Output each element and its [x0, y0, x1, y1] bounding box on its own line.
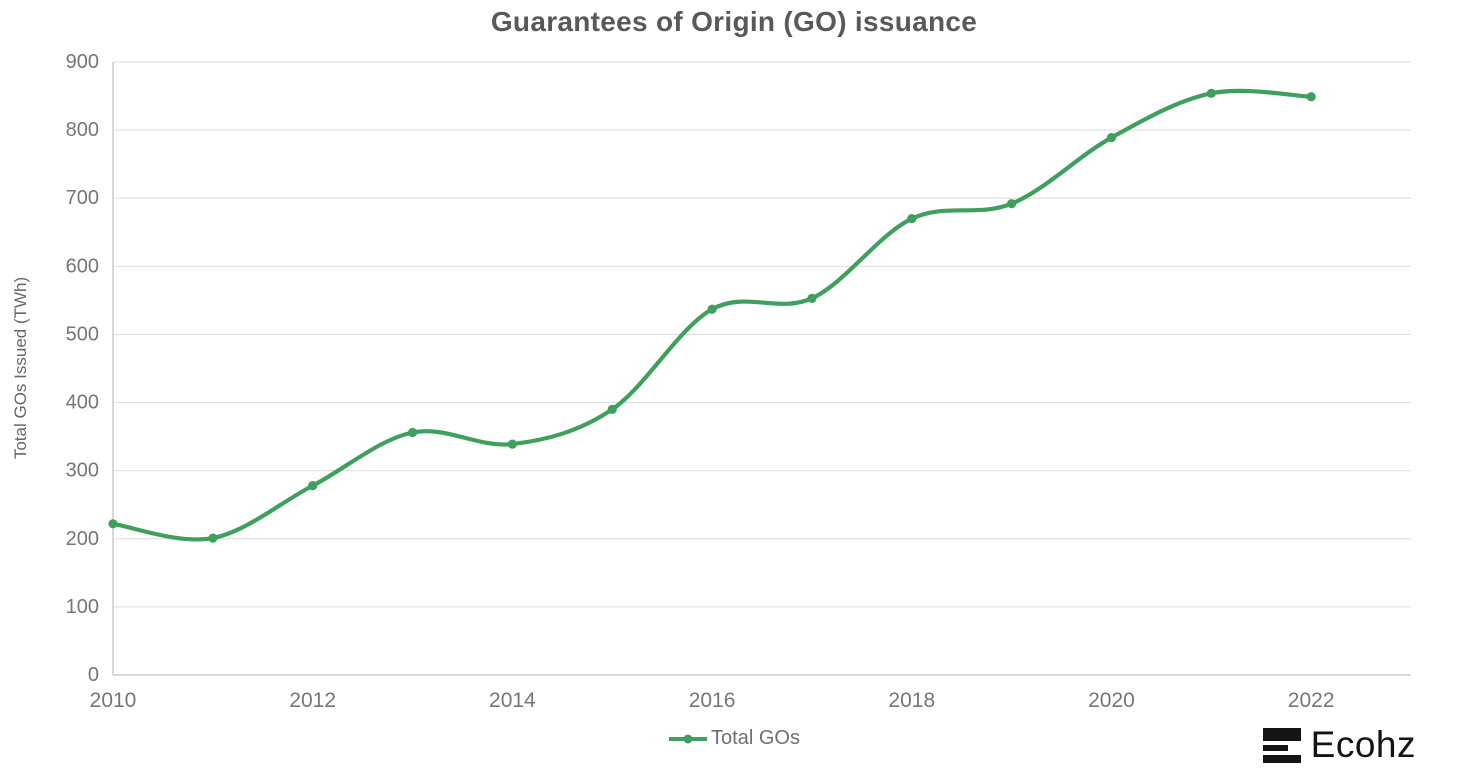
- series-line-total-gos: [110, 88, 1314, 542]
- y-tick-label-600: 600: [66, 255, 99, 277]
- data-point-2017[interactable]: [807, 293, 817, 303]
- logo-bar-middle: [1262, 744, 1289, 751]
- data-point-2012[interactable]: [308, 481, 318, 491]
- data-point-2013[interactable]: [407, 427, 418, 438]
- data-point-2020[interactable]: [1106, 133, 1117, 143]
- x-tick-label-2014: 2014: [489, 689, 536, 712]
- y-tick-label-700: 700: [66, 187, 99, 209]
- y-tick-label-500: 500: [66, 323, 99, 345]
- y-tick-label-300: 300: [66, 460, 99, 482]
- data-point-2021[interactable]: [1206, 88, 1216, 98]
- data-point-2011[interactable]: [208, 533, 218, 543]
- y-tick-label-800: 800: [66, 119, 99, 141]
- y-tick-label-900: 900: [66, 51, 99, 73]
- data-point-2015[interactable]: [607, 404, 617, 414]
- x-tick-label-2016: 2016: [689, 689, 736, 712]
- legend-label-total-gos: Total GOs: [711, 727, 800, 749]
- y-tick-label-200: 200: [66, 528, 99, 550]
- chart-title: Guarantees of Origin (GO) issuance: [490, 6, 978, 37]
- data-point-2019[interactable]: [1007, 199, 1017, 209]
- logo-bar-bottom: [1262, 754, 1301, 763]
- y-tick-label-100: 100: [66, 596, 99, 618]
- data-point-2018[interactable]: [907, 214, 917, 224]
- data-point-2022[interactable]: [1306, 92, 1316, 102]
- ecohz-logo-text: Ecohz: [1310, 724, 1416, 765]
- logo-bar-top: [1262, 727, 1301, 741]
- x-tick-label-2012: 2012: [289, 689, 336, 712]
- y-tick-label-0: 0: [88, 664, 99, 686]
- x-tick-label-2020: 2020: [1088, 689, 1135, 712]
- data-point-2010[interactable]: [108, 519, 118, 529]
- x-tick-label-2022: 2022: [1288, 689, 1335, 712]
- x-tick-label-2010: 2010: [90, 689, 137, 712]
- ecohz-logo: Ecohz: [1262, 724, 1416, 766]
- y-tick-label-400: 400: [66, 392, 99, 414]
- legend: Total GOs: [0, 727, 1468, 750]
- data-point-2014[interactable]: [507, 439, 517, 449]
- legend-line-marker-icon: [669, 734, 708, 743]
- ecohz-logo-icon: [1262, 727, 1301, 763]
- x-tick-label-2018: 2018: [888, 689, 935, 712]
- data-point-2016[interactable]: [707, 304, 717, 314]
